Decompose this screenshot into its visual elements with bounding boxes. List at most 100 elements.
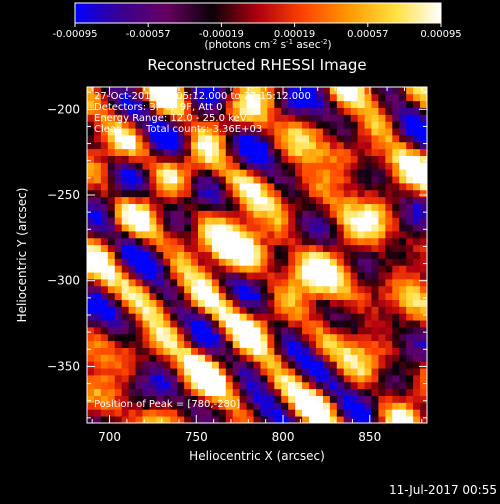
heatmap-cell <box>399 265 407 273</box>
heatmap-cell <box>343 361 352 369</box>
heatmap-cell <box>128 128 136 136</box>
heatmap-cell <box>274 313 282 321</box>
heatmap-cell <box>385 162 393 170</box>
heatmap-cell <box>100 224 109 232</box>
heatmap-cell <box>364 368 372 376</box>
heatmap-cell <box>371 313 379 321</box>
heatmap-cell <box>385 320 393 328</box>
heatmap-cell <box>114 135 123 143</box>
heatmap-cell <box>121 375 130 383</box>
heatmap-cell <box>232 333 241 342</box>
heatmap-cell <box>309 231 317 239</box>
heatmap-cell <box>385 203 393 211</box>
heatmap-cell <box>315 313 324 321</box>
heatmap-cell <box>149 87 157 95</box>
heatmap-cell <box>413 368 421 376</box>
heatmap-cell <box>225 306 234 314</box>
heatmap-cell <box>253 189 261 198</box>
heatmap-cell <box>204 87 213 95</box>
heatmap-cell <box>336 313 345 321</box>
heatmap-cell <box>322 155 331 163</box>
heatmap-cell <box>343 416 352 423</box>
heatmap-cell <box>343 368 352 376</box>
heatmap-cell <box>211 313 220 321</box>
heatmap-cell <box>100 210 109 218</box>
heatmap-cell <box>267 402 275 410</box>
heatmap-cell <box>315 128 324 136</box>
heatmap-cell <box>170 279 178 287</box>
heatmap-cell <box>163 114 171 122</box>
heatmap-cell <box>163 395 171 403</box>
heatmap-cell <box>309 285 317 294</box>
heatmap-cell <box>170 265 178 273</box>
heatmap-cell <box>274 189 282 198</box>
heatmap-cell <box>170 333 178 342</box>
heatmap-cell <box>128 244 136 252</box>
heatmap-cell <box>406 388 414 396</box>
heatmap-cell <box>100 395 109 403</box>
heatmap-cell <box>336 416 345 423</box>
heatmap-cell <box>107 299 116 307</box>
heatmap-cell <box>198 231 206 239</box>
heatmap-cell <box>198 128 206 136</box>
heatmap-cell <box>364 189 372 198</box>
heatmap-cell <box>288 231 296 239</box>
heatmap-cell <box>399 155 407 163</box>
heatmap-cell <box>371 368 379 376</box>
heatmap-cell <box>322 93 331 102</box>
heatmap-cell <box>302 244 310 252</box>
heatmap-cell <box>253 203 261 211</box>
heatmap-cell <box>191 155 199 163</box>
heatmap-cell <box>121 306 130 314</box>
heatmap-cell <box>163 231 171 239</box>
heatmap-cell <box>406 135 414 143</box>
heatmap-cell <box>357 354 365 362</box>
heatmap-cell <box>385 189 393 198</box>
heatmap-cell <box>163 306 171 314</box>
heatmap-cell <box>163 299 171 307</box>
heatmap-cell <box>371 299 379 307</box>
heatmap-cell <box>260 231 268 239</box>
heatmap-cell <box>218 237 227 246</box>
heatmap-cell <box>211 272 220 280</box>
heatmap-cell <box>295 313 303 321</box>
heatmap-cell <box>163 155 171 163</box>
heatmap-cell <box>329 299 338 307</box>
heatmap-cell <box>142 196 150 204</box>
heatmap-cell <box>281 381 289 390</box>
heatmap-cell <box>309 135 317 143</box>
heatmap-cell <box>336 128 345 136</box>
heatmap-cell <box>177 251 185 259</box>
heatmap-cell <box>260 114 268 122</box>
heatmap-cell <box>260 354 268 362</box>
heatmap-cell <box>246 121 254 129</box>
heatmap-cell <box>378 292 386 300</box>
heatmap-cell <box>246 169 254 177</box>
heatmap-cell <box>295 87 303 95</box>
heatmap-cell <box>87 114 95 122</box>
heatmap-cell <box>336 183 345 191</box>
heatmap-cell <box>350 292 359 300</box>
heatmap-cell <box>184 285 192 294</box>
heatmap-cell <box>267 141 275 150</box>
heatmap-cell <box>329 87 338 95</box>
heatmap-cell <box>114 217 123 225</box>
heatmap-cell <box>274 402 282 410</box>
heatmap-cell <box>156 203 164 211</box>
heatmap-cell <box>135 169 143 177</box>
heatmap-cell <box>281 306 289 314</box>
heatmap-cell <box>420 333 427 342</box>
heatmap-cell <box>246 381 254 390</box>
heatmap-cell <box>288 375 296 383</box>
heatmap-cell <box>93 272 102 280</box>
heatmap-cell <box>378 368 386 376</box>
heatmap-cell <box>350 189 359 198</box>
heatmap-cell <box>163 87 171 95</box>
heatmap-cell <box>260 388 268 396</box>
heatmap-cell <box>142 203 150 211</box>
heatmap-cell <box>191 203 199 211</box>
heatmap-cell <box>364 361 372 369</box>
heatmap-cell <box>170 121 178 129</box>
heatmap-cell <box>87 313 95 321</box>
heatmap-cell <box>315 183 324 191</box>
